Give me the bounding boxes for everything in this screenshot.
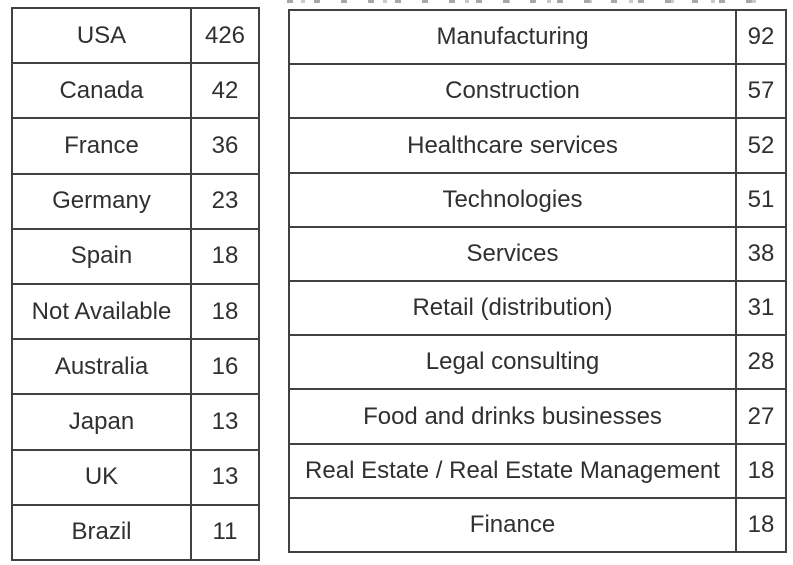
- country-name-cell: Germany: [52, 187, 151, 215]
- table-row: Brazil 11: [13, 503, 258, 560]
- table-row: Spain 18: [13, 227, 258, 284]
- table-row: Manufacturing 92: [290, 11, 785, 64]
- table-row: Healthcare services 52: [290, 117, 785, 172]
- country-count-cell: 16: [190, 340, 258, 394]
- country-name-cell: USA: [76, 21, 127, 49]
- table-row: Retail (distribution) 31: [290, 280, 785, 335]
- industry-name-cell: Legal consulting: [425, 348, 600, 376]
- country-name-cell: Spain: [70, 242, 133, 270]
- industry-name-cell: Healthcare services: [407, 131, 618, 159]
- country-name-cell: Australia: [54, 352, 149, 380]
- table-row: USA 426: [13, 9, 258, 63]
- industries-table: Manufacturing 92 Construction 57 Healthc…: [288, 9, 787, 553]
- country-name-cell: Japan: [68, 408, 135, 436]
- industry-name-cell: Food and drinks businesses: [363, 402, 662, 430]
- country-count-cell: 13: [190, 395, 258, 449]
- cropped-text-remnant: [287, 0, 770, 3]
- table-row: Australia 16: [13, 338, 258, 394]
- table-row: France 36: [13, 117, 258, 173]
- country-name-cell: Canada: [59, 76, 144, 104]
- countries-table: USA 426 Canada 42 France 36 Germany 23 S…: [11, 7, 260, 561]
- country-name-cell: France: [64, 132, 139, 159]
- table-row: Legal consulting 28: [290, 334, 785, 389]
- industry-name-cell: Construction: [445, 77, 580, 105]
- table-row: Canada 42: [13, 62, 258, 118]
- industry-name-cell: Retail (distribution): [412, 294, 613, 322]
- table-row: Germany 23: [13, 172, 258, 228]
- table-row: Finance 18: [290, 496, 785, 552]
- industry-count-cell: 92: [735, 11, 785, 64]
- table-row: Real Estate / Real Estate Management 18: [290, 442, 785, 497]
- industry-count-cell: 28: [735, 336, 785, 389]
- table-row: Construction 57: [290, 63, 785, 118]
- table-row: Food and drinks businesses 27: [290, 388, 785, 443]
- industry-count-cell: 51: [735, 173, 785, 226]
- table-row: Technologies 51: [290, 171, 785, 226]
- industry-name-cell: Services: [466, 239, 559, 267]
- country-name-cell: UK: [84, 463, 119, 491]
- industry-count-cell: 18: [735, 498, 785, 552]
- table-row: Japan 13: [13, 393, 258, 449]
- country-count-cell: 36: [190, 119, 258, 173]
- country-count-cell: 11: [190, 505, 258, 560]
- table-row: Services 38: [290, 225, 785, 281]
- table-row: UK 13: [13, 448, 258, 504]
- country-name-cell: Brazil: [71, 518, 132, 546]
- industry-count-cell: 52: [735, 119, 785, 172]
- country-count-cell: 23: [190, 174, 258, 228]
- country-count-cell: 426: [190, 9, 258, 63]
- table-row: Not Available 18: [13, 283, 258, 339]
- industry-name-cell: Technologies: [442, 185, 583, 213]
- industry-count-cell: 18: [735, 444, 785, 497]
- country-count-cell: 18: [190, 285, 258, 339]
- industry-count-cell: 27: [735, 390, 785, 443]
- industry-name-cell: Manufacturing: [436, 23, 589, 51]
- country-count-cell: 18: [190, 229, 258, 284]
- industry-count-cell: 31: [735, 282, 785, 335]
- country-count-cell: 13: [190, 450, 258, 504]
- industry-count-cell: 38: [735, 227, 785, 281]
- country-count-cell: 42: [190, 64, 258, 118]
- industry-name-cell: Real Estate / Real Estate Management: [305, 456, 720, 484]
- industry-count-cell: 57: [735, 65, 785, 118]
- country-name-cell: Not Available: [31, 297, 172, 325]
- industry-name-cell: Finance: [469, 510, 556, 538]
